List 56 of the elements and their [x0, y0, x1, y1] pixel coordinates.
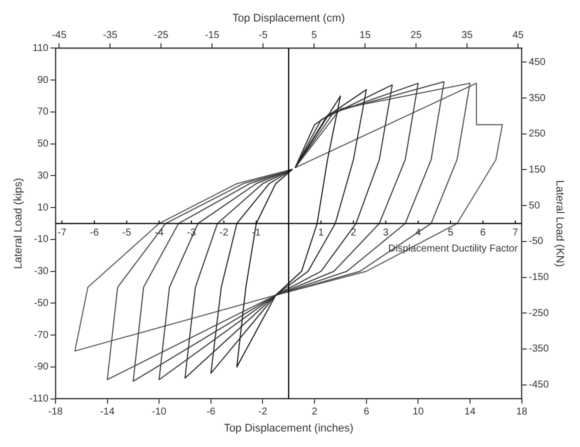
annotation: -2 — [219, 227, 229, 238]
y2-tick-label: 250 — [528, 128, 546, 140]
x2-tick-label: 35 — [462, 30, 474, 41]
y-tick-label: -10 — [34, 234, 49, 246]
y-tick-label: -90 — [34, 362, 49, 373]
x2-tick-label: 45 — [512, 30, 524, 41]
x-tick-label: -18 — [48, 406, 64, 418]
y-tick-label: -110 — [29, 394, 49, 405]
x2-tick-label: -45 — [52, 30, 67, 41]
x-tick-label: 18 — [516, 406, 528, 418]
x-tick-label: 6 — [364, 406, 370, 418]
x2-tick-label: -15 — [204, 30, 220, 41]
x-tick-label: -14 — [100, 406, 115, 418]
y-tick-label: -30 — [34, 266, 49, 278]
y2-tick-label: 450 — [528, 56, 546, 68]
annotation: -5 — [122, 227, 132, 238]
y2-tick-label: 150 — [528, 164, 546, 176]
annotation: 3 — [382, 227, 389, 238]
annotation: 5 — [448, 227, 454, 238]
y-tick-label: -50 — [34, 298, 49, 309]
y2-tick-label: 50 — [528, 200, 540, 212]
annotation: -7 — [57, 227, 67, 238]
y2-axis-title: Lateral Load (KN) — [553, 180, 566, 267]
x2-tick-label: -25 — [154, 30, 169, 41]
y2-tick-label: -50 — [528, 236, 544, 248]
x2-axis-title: Top Displacement (cm) — [232, 12, 345, 25]
y2-tick-label: -150 — [528, 272, 550, 284]
annotation: 1 — [318, 227, 324, 238]
y-tick-label: 90 — [37, 74, 49, 86]
y-tick-label: 30 — [37, 170, 49, 182]
x2-tick-label: -5 — [258, 30, 268, 41]
y-tick-label: 110 — [32, 42, 49, 54]
y2-tick-label: -250 — [528, 308, 550, 319]
annotation: 2 — [350, 227, 357, 238]
x2-tick-label: 5 — [311, 30, 318, 41]
x-tick-label: -10 — [152, 406, 167, 418]
y-tick-label: 70 — [37, 106, 49, 118]
x-tick-label: -2 — [258, 406, 268, 418]
x-tick-label: 2 — [312, 406, 318, 418]
y-tick-label: -70 — [34, 330, 49, 341]
x-tick-label: 14 — [464, 406, 476, 418]
x2-tick-label: -35 — [102, 30, 118, 41]
x-tick-label: -6 — [206, 406, 216, 418]
y-tick-label: 50 — [37, 138, 49, 150]
x-axis-title: Top Displacement (inches) — [224, 422, 354, 434]
x2-tick-label: 15 — [360, 30, 372, 41]
x2-tick-label: 25 — [410, 30, 422, 41]
y-axis-title: Lateral Load (kips) — [12, 178, 25, 270]
y2-tick-label: -450 — [528, 380, 550, 391]
annotation: 6 — [480, 227, 486, 238]
y2-tick-label: 350 — [528, 92, 546, 104]
annotation: -6 — [90, 227, 100, 238]
y-tick-label: 10 — [37, 202, 49, 214]
x-tick-label: 10 — [412, 406, 424, 418]
annotation: 7 — [512, 227, 519, 238]
y2-tick-label: -350 — [528, 344, 550, 355]
